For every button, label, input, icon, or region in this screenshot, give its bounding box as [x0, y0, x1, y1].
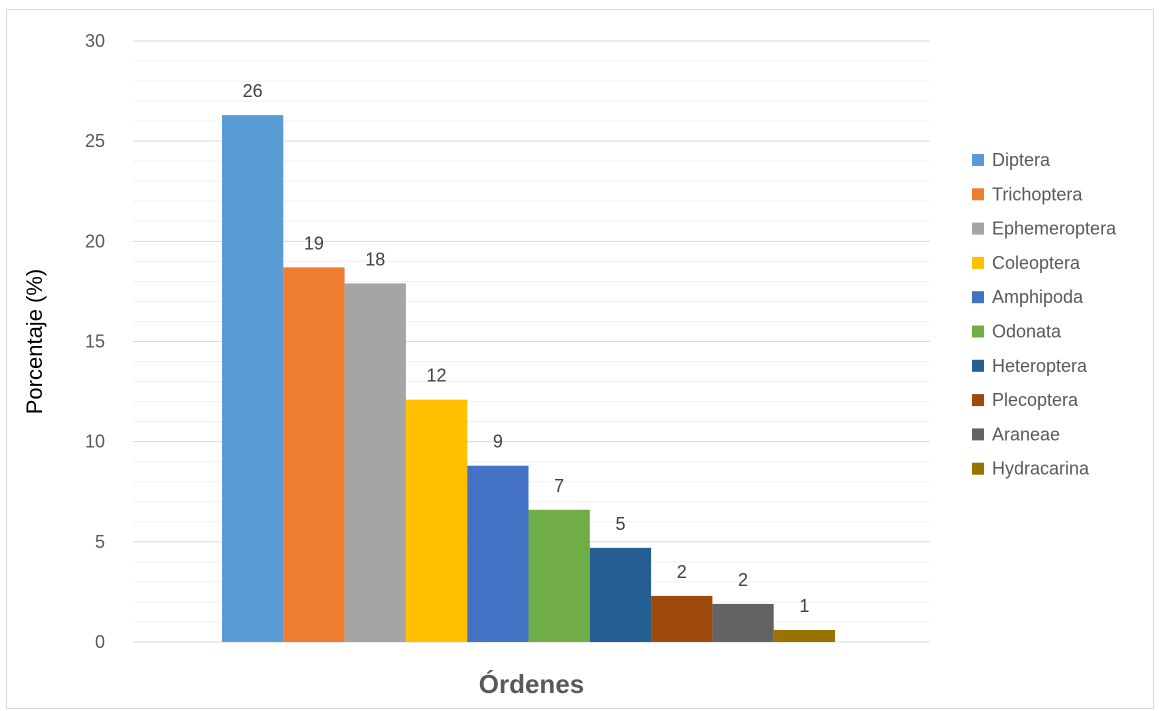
- legend-label: Amphipoda: [992, 287, 1084, 307]
- legend-item-diptera: Diptera: [972, 150, 1051, 170]
- legend-item-plecoptera: Plecoptera: [972, 390, 1079, 410]
- legend-item-heteroptera: Heteroptera: [972, 356, 1088, 376]
- legend-item-araneae: Araneae: [972, 424, 1060, 444]
- bar-diptera: [222, 115, 284, 642]
- legend-label: Araneae: [992, 424, 1060, 444]
- legend-swatch: [972, 394, 984, 407]
- legend-item-hydracarina: Hydracarina: [972, 459, 1090, 479]
- legend-label: Heteroptera: [992, 356, 1088, 376]
- legend-label: Odonata: [992, 322, 1062, 342]
- bars: [222, 115, 835, 642]
- data-label-trichoptera: 19: [304, 233, 324, 253]
- bar-odonata: [528, 509, 590, 642]
- bar-coleoptera: [405, 399, 468, 642]
- y-tick-label: 15: [85, 332, 105, 352]
- data-label-coleoptera: 12: [427, 366, 447, 386]
- data-label-hydracarina: 1: [799, 596, 809, 616]
- legend-label: Coleoptera: [992, 253, 1081, 273]
- legend-swatch: [972, 428, 984, 441]
- y-tick-label: 5: [95, 532, 105, 552]
- bar-trichoptera: [283, 267, 345, 642]
- legend-label: Trichoptera: [992, 184, 1083, 204]
- legend-label: Diptera: [992, 150, 1051, 170]
- bar-plecoptera: [651, 595, 713, 642]
- data-label-araneae: 2: [738, 570, 748, 590]
- y-tick-label: 25: [85, 131, 105, 151]
- legend-swatch: [972, 359, 984, 372]
- legend-swatch: [972, 325, 984, 338]
- y-tick-label: 10: [85, 432, 105, 452]
- legend-item-trichoptera: Trichoptera: [972, 184, 1083, 204]
- legend: Diptera Trichoptera Ephemeroptera Coleopter…: [972, 150, 1117, 479]
- legend-item-odonata: Odonata: [972, 322, 1062, 342]
- legend-label: Ephemeroptera: [992, 219, 1117, 239]
- legend-swatch: [972, 462, 984, 475]
- bar-amphipoda: [467, 465, 529, 642]
- legend-item-ephemeroptera: Ephemeroptera: [972, 219, 1117, 239]
- legend-swatch: [972, 154, 984, 166]
- data-label-plecoptera: 2: [677, 562, 687, 582]
- legend-swatch: [972, 256, 984, 269]
- legend-item-amphipoda: Amphipoda: [972, 287, 1084, 307]
- y-tick-label: 0: [95, 632, 105, 652]
- y-axis-title: Porcentaje (%): [22, 269, 47, 415]
- data-label-heteroptera: 5: [615, 514, 625, 534]
- bar-ephemeroptera: [344, 283, 406, 642]
- legend-swatch: [972, 222, 984, 235]
- bar-heteroptera: [589, 547, 652, 642]
- legend-label: Plecoptera: [992, 390, 1079, 410]
- y-tick-label: 20: [85, 231, 105, 251]
- bar-hydracarina: [773, 629, 835, 642]
- data-label-odonata: 7: [554, 476, 564, 496]
- data-label-ephemeroptera: 18: [365, 249, 385, 269]
- data-labels: 26 19 18 12 9 7 5 2 2 1: [243, 81, 810, 616]
- bar-araneae: [712, 603, 774, 642]
- y-tick-label: 30: [85, 31, 105, 51]
- x-axis-title: Órdenes: [479, 669, 585, 699]
- legend-item-coleoptera: Coleoptera: [972, 253, 1081, 273]
- legend-swatch: [972, 188, 984, 201]
- data-label-diptera: 26: [243, 81, 263, 101]
- legend-swatch: [972, 291, 984, 304]
- legend-label: Hydracarina: [992, 459, 1090, 479]
- y-axis-ticks: 0 5 10 15 20 25 30: [85, 31, 105, 652]
- data-label-amphipoda: 9: [493, 432, 503, 452]
